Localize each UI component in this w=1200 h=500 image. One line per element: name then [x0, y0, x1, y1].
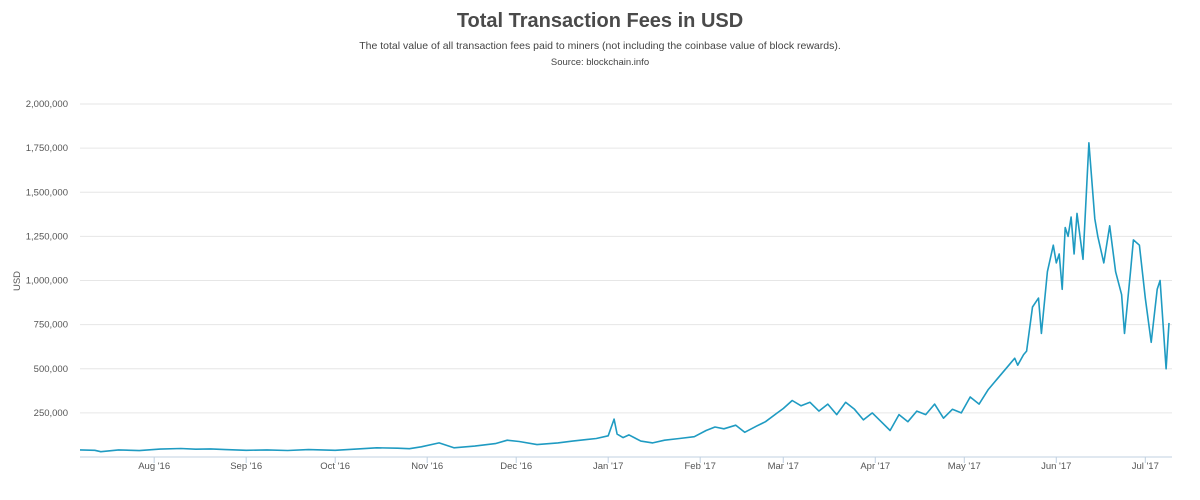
chart-title: Total Transaction Fees in USD — [456, 10, 744, 32]
x-tick-label: Apr '17 — [860, 461, 890, 472]
series-group — [79, 142, 1170, 453]
x-tick-label: Nov '16 — [411, 461, 443, 472]
y-tick-label: 500,000 — [34, 364, 68, 375]
x-tick-label: May '17 — [948, 461, 981, 472]
chart-subtitle: The total value of all transaction fees … — [359, 40, 841, 52]
series-line — [79, 142, 1170, 453]
x-tick-label: Dec '16 — [500, 461, 532, 472]
y-axis-label: USD — [12, 271, 23, 291]
chart-source: Source: blockchain.info — [550, 57, 650, 68]
y-tick-label: 1,750,000 — [26, 143, 68, 154]
x-tick-label: Mar '17 — [768, 461, 799, 472]
y-axis-ticks: 250,000 500,000 750,000 1,000,000 1,250,000 1… — [26, 99, 68, 419]
x-tick-label: Jun '17 — [1041, 461, 1071, 472]
y-tick-label: 1,500,000 — [26, 187, 68, 198]
x-tick-label: Sep '16 — [230, 461, 262, 472]
y-tick-label: 250,000 — [34, 408, 68, 419]
x-tick-label: Feb '17 — [684, 461, 715, 472]
gridlines — [80, 103, 1172, 414]
y-tick-label: 2,000,000 — [26, 99, 68, 110]
y-tick-label: 1,000,000 — [26, 276, 68, 287]
y-tick-label: 1,250,000 — [26, 231, 68, 242]
x-tick-label: Jul '17 — [1132, 461, 1159, 472]
x-tick-label: Oct '16 — [320, 461, 350, 472]
y-tick-label: 750,000 — [34, 320, 68, 331]
x-tick-label: Jan '17 — [593, 461, 623, 472]
x-tick-label: Aug '16 — [138, 461, 170, 472]
x-axis-ticks: Aug '16 Sep '16 Oct '16 Nov '16 Dec '16 Jan '… — [138, 457, 1159, 472]
